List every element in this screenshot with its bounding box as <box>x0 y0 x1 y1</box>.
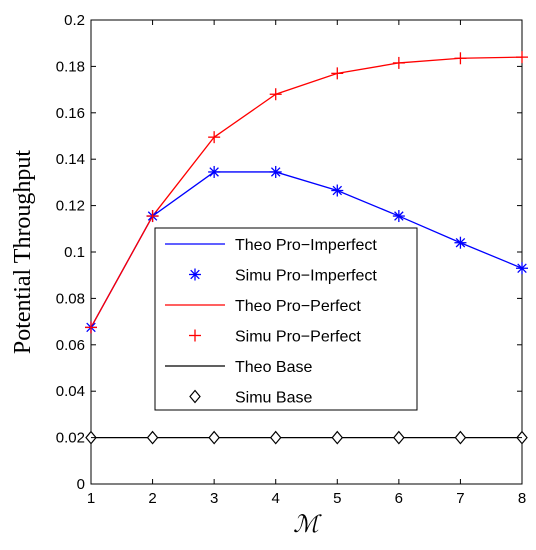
series-1-point-5-stroke <box>394 211 404 221</box>
legend-label-3: Simu Pro−Perfect <box>235 329 361 346</box>
series-3-point-3 <box>269 88 282 101</box>
series-1-point-2 <box>208 165 221 178</box>
series-1-point-4-stroke <box>332 185 343 196</box>
y-tick-label-4: 0.08 <box>56 290 85 307</box>
legend: Theo Pro−Imperfect Simu Pro−Imperfect Theo… <box>154 227 418 411</box>
series-1-point-3 <box>269 165 282 178</box>
series-line-0 <box>90 171 523 328</box>
series-1-point-3-stroke <box>270 167 281 177</box>
series-5-point-3-shape <box>269 430 282 445</box>
series-1-point-6 <box>454 236 467 249</box>
legend-marker-1 <box>189 268 201 281</box>
legend-marker-5 <box>189 389 201 404</box>
series-3-point-4 <box>331 67 344 80</box>
series-5-point-5 <box>393 430 405 445</box>
series-5-point-3 <box>269 430 282 445</box>
series-1-point-5 <box>392 210 405 223</box>
legend-label-5: Simu Base <box>235 390 312 407</box>
x-tick-label-5: 6 <box>395 490 403 507</box>
series-5-point-6 <box>454 430 467 445</box>
series-5-point-1-shape <box>146 430 159 445</box>
legend-label-2: Theo Pro−Perfect <box>235 298 361 315</box>
x-tick-label-2: 3 <box>210 490 218 507</box>
legend-marker-5-shape <box>189 389 201 404</box>
series-1-point-7 <box>516 262 528 275</box>
series-line-2 <box>90 56 523 328</box>
series-3-point-6 <box>454 52 467 65</box>
series-5-point-5-shape <box>393 430 405 445</box>
x-tick-label-6: 7 <box>456 490 464 507</box>
series-3-point-2 <box>208 131 221 144</box>
series-3-point-1 <box>146 210 159 223</box>
y-tick-label-1: 0.02 <box>56 430 85 447</box>
series-5-point-2-shape <box>208 430 220 445</box>
y-tick-label-10: 0.2 <box>64 12 85 29</box>
series-5-point-4 <box>331 430 344 445</box>
y-tick-label-3: 0.06 <box>56 337 85 354</box>
y-tick-label-2: 0.04 <box>56 383 85 400</box>
x-tick-label-4: 5 <box>333 490 341 507</box>
series-3-point-5 <box>392 56 405 69</box>
y-tick-label-8: 0.16 <box>56 105 85 122</box>
y-tick-label-7: 0.14 <box>56 151 85 168</box>
legend-marker-3 <box>189 329 201 342</box>
legend-label-1: Simu Pro−Imperfect <box>235 268 377 285</box>
legend-label-4: Theo Base <box>235 359 312 376</box>
series-5-point-4-shape <box>331 430 344 445</box>
legend-marker-1-stroke <box>190 269 200 280</box>
series-1-point-4 <box>331 184 344 197</box>
y-tick-label-5: 0.1 <box>64 244 85 261</box>
x-tick-label-1: 2 <box>148 490 156 507</box>
y-tick-label-9: 0.18 <box>56 58 85 75</box>
axis-ticks: 1 2 3 4 5 6 7 8 0 0.02 0.04 0.06 0.08 0.1 0.12 0.14 0.16… <box>56 12 526 507</box>
legend-box <box>154 227 418 411</box>
chart-marks <box>85 51 528 445</box>
series-3-point-7 <box>516 51 528 64</box>
y-tick-label-6: 0.12 <box>56 198 85 215</box>
series-1-point-2-stroke <box>209 167 219 177</box>
series-5-point-1 <box>146 430 159 445</box>
series-3-point-0 <box>85 321 97 334</box>
y-tick-label-0: 0 <box>77 476 85 493</box>
legend-label-0: Theo Pro−Imperfect <box>235 237 377 254</box>
series-1-point-6-stroke <box>455 237 466 248</box>
x-tick-label-3: 4 <box>272 490 280 507</box>
y-axis-title: Potential Throughput <box>10 150 36 355</box>
series-5-point-6-shape <box>454 430 467 445</box>
series-1-point-7-stroke <box>517 263 527 273</box>
series-5-point-2 <box>208 430 220 445</box>
x-tick-label-0: 1 <box>87 490 95 507</box>
x-axis-title: ℳ <box>293 510 322 538</box>
x-tick-label-7: 8 <box>518 490 526 507</box>
